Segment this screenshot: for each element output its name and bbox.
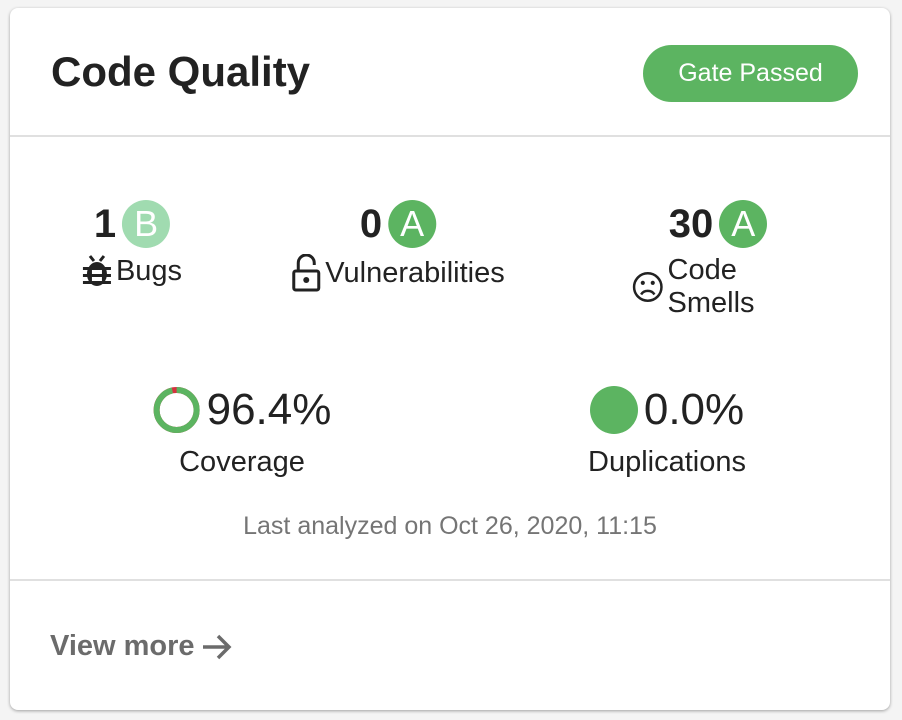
- duplications-label: Duplications: [588, 446, 746, 478]
- view-more-link[interactable]: View more: [50, 630, 233, 663]
- code-smells-label: Code Smells: [667, 254, 755, 319]
- duplications-value: 0.0%: [643, 385, 745, 434]
- metric-vulnerabilities[interactable]: 0 A Vulnerabilities: [291, 198, 505, 292]
- bugs-grade: B: [122, 200, 171, 248]
- code-quality-card: Code Quality Gate Passed 1 B Bugs 0 A Vu…: [10, 8, 890, 710]
- arrow-right-icon: [202, 634, 232, 659]
- metric-duplications[interactable]: 0.0% Duplications: [588, 384, 746, 479]
- coverage-value: 96.4%: [206, 385, 332, 434]
- view-more-label: View more: [50, 630, 195, 662]
- bug-icon: [82, 255, 111, 286]
- coverage-label: Coverage: [179, 446, 305, 478]
- gate-status-badge: Gate Passed: [643, 45, 858, 102]
- metric-code-smells[interactable]: 30 A Code Smells: [632, 198, 804, 320]
- duplications-indicator-icon: [589, 386, 638, 434]
- divider: [10, 579, 890, 581]
- sad-face-icon: [632, 272, 663, 302]
- vulnerabilities-grade: A: [388, 200, 437, 248]
- card-title: Code Quality: [51, 48, 311, 95]
- unlocked-padlock-icon: [292, 254, 321, 292]
- last-analyzed: Last analyzed on Oct 26, 2020, 11:15: [243, 512, 657, 540]
- coverage-donut-icon: [153, 387, 200, 433]
- vulnerabilities-label: Vulnerabilities: [325, 256, 505, 289]
- bugs-count: 1: [93, 201, 117, 246]
- code-smells-count: 30: [668, 201, 714, 246]
- divider: [10, 135, 890, 137]
- code-smells-grade: A: [719, 200, 768, 248]
- metric-coverage[interactable]: 96.4% Coverage: [153, 384, 332, 479]
- bugs-label: Bugs: [115, 254, 183, 287]
- covered-arc: [153, 387, 200, 433]
- metric-bugs[interactable]: 1 B Bugs: [82, 198, 182, 288]
- vulnerabilities-count: 0: [359, 201, 383, 246]
